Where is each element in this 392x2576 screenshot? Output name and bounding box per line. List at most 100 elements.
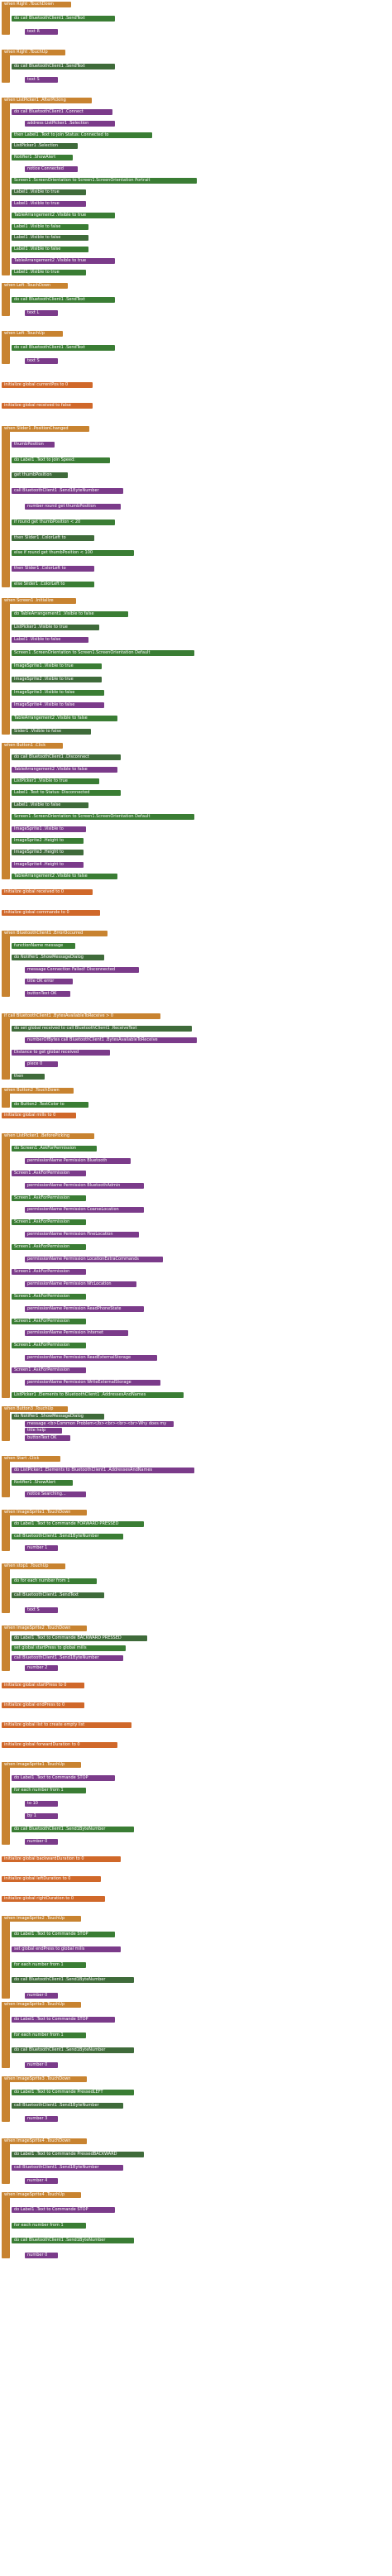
block-statement[interactable]: permissionName Permission ReadPhoneState: [25, 1306, 145, 1312]
block-statement[interactable]: do Label1 .Text to Commande PressedBACKW…: [12, 2152, 145, 2157]
block-header[interactable]: when BluetoothClient1 .ErrorOccurred: [2, 931, 108, 936]
event-block[interactable]: initialize global forwardDuration to 0: [2, 1742, 117, 1750]
block-statement[interactable]: Screen1 .AskForPermission: [12, 1319, 86, 1324]
block-statement[interactable]: permissionName Permission WriteExternalS…: [25, 1380, 160, 1386]
block-statement[interactable]: do call BluetoothClient1 .Send1ByteNumbe…: [12, 1977, 134, 1983]
block-statement[interactable]: Screen1 .AskForPermission: [12, 1244, 86, 1250]
block-statement[interactable]: Label1 .Visible to false: [12, 235, 89, 241]
block-statement[interactable]: Notifier1 .ShowAlert: [12, 1480, 73, 1486]
block-statement[interactable]: do call BluetoothClient1 .SendText: [12, 297, 116, 303]
block-statement[interactable]: number 3: [25, 2116, 58, 2122]
block-statement[interactable]: ListPicker1 .Visible to true: [12, 778, 99, 784]
block-statement[interactable]: do Label1 .Text to Commande STOP: [12, 2017, 116, 2023]
block-statement[interactable]: do call BluetoothClient1 .Send1ByteNumbe…: [12, 1827, 134, 1832]
block-statement[interactable]: do call BluetoothClient1 .SendText: [12, 345, 116, 351]
block-statement[interactable]: do call BluetoothClient1 .Connect: [12, 109, 112, 115]
event-block[interactable]: when Screen1 .Initialize do TableArrangem…: [2, 598, 250, 735]
event-block[interactable]: initialize global leftDuration to 0: [2, 1876, 101, 1884]
block-statement[interactable]: do Label1 .Text to Commande PressedLEFT: [12, 2090, 134, 2095]
event-block[interactable]: initialize global commande to 0: [2, 910, 101, 918]
block-header[interactable]: initialize global forwardDuration to 0: [2, 1742, 117, 1748]
block-statement[interactable]: Screen1 .AskForPermission: [12, 1195, 86, 1201]
block-statement[interactable]: permissionName Permission BluetoothAdmin: [25, 1183, 145, 1189]
event-block[interactable]: initialize global list to create empty l…: [2, 1722, 142, 1731]
block-statement[interactable]: for each number from 1: [12, 2223, 86, 2229]
block-header[interactable]: initialize global commande to 0: [2, 910, 100, 916]
block-statement[interactable]: message <b>Common Problem</b><br><br><br…: [25, 1421, 174, 1427]
event-block[interactable]: when Right .TouchUp do call BluetoothClie…: [2, 50, 134, 83]
event-block[interactable]: when Button2 .TouchDown do Button2 .TextC…: [2, 1088, 151, 1108]
block-statement[interactable]: number 1: [25, 1545, 58, 1551]
event-block[interactable]: when ImageSprite2 .TouchUp do Label1 .Tex…: [2, 1916, 208, 1999]
block-statement[interactable]: Label1 .Visible to false: [12, 637, 89, 643]
block-statement[interactable]: do ListPicker1 .Elements to BluetoothCli…: [12, 1468, 195, 1473]
block-statement[interactable]: for each number from 1: [12, 1962, 86, 1968]
block-statement[interactable]: buttonText OK: [25, 991, 70, 997]
block-statement[interactable]: TableArrangement2 .Visible to false: [12, 716, 118, 721]
block-header[interactable]: when Screen1 .Initialize: [2, 598, 76, 604]
block-statement[interactable]: text S: [25, 77, 58, 83]
block-statement[interactable]: ImageSprite4 .Visible to false: [12, 702, 105, 708]
block-statement[interactable]: notice Searching...: [25, 1491, 86, 1497]
event-block[interactable]: initialize global startPress to 0: [2, 1683, 84, 1691]
block-header[interactable]: when Left .TouchDown: [2, 283, 69, 289]
block-statement[interactable]: message Connection Failed! Disconnected: [25, 967, 139, 973]
block-statement[interactable]: Screen1 .AskForPermission: [12, 1171, 86, 1176]
block-statement[interactable]: call BluetoothClient1 .Send1ByteNumber: [12, 1655, 123, 1661]
block-statement[interactable]: do Label1 .Text to Commande FORWARD PRES…: [12, 1521, 145, 1527]
block-statement[interactable]: get thumbPosition: [12, 472, 68, 478]
block-statement[interactable]: then: [12, 1074, 45, 1080]
block-header[interactable]: when Button1 .Click: [2, 743, 63, 749]
block-statement[interactable]: Distance to get global received: [12, 1050, 110, 1056]
block-header[interactable]: initialize global endPress to 0: [2, 1702, 84, 1708]
block-header[interactable]: when stop1 .TouchUp: [2, 1563, 66, 1569]
block-statement[interactable]: Screen1 .AskForPermission: [12, 1367, 86, 1373]
block-statement[interactable]: number 0: [25, 1993, 58, 1999]
event-block[interactable]: when ImageSprite1 .TouchUp do Label1 .Tex…: [2, 1762, 208, 1845]
event-block[interactable]: when ImageSprite4 .TouchUp do Label1 .Tex…: [2, 2192, 200, 2258]
event-block[interactable]: initialize global received to false: [2, 403, 93, 411]
block-statement[interactable]: do Label1 .Text to Commande STOP: [12, 1775, 116, 1781]
block-statement[interactable]: then Slider1 .ColorLeft to: [12, 535, 94, 541]
block-header[interactable]: initialize global currentPos to 0: [2, 382, 93, 388]
block-statement[interactable]: Notifier1 .ShowAlert: [12, 155, 73, 160]
event-block[interactable]: when ListPicker1 .BeforePicking do Screen…: [2, 1133, 266, 1398]
block-statement[interactable]: do Label1 .Text to Commande STOP: [12, 2207, 116, 2213]
block-statement[interactable]: Label1 .Visible to false: [12, 224, 89, 230]
block-statement[interactable]: ImageSprite2 .Height to: [12, 838, 84, 844]
block-statement[interactable]: number 2: [25, 1665, 58, 1671]
block-statement[interactable]: do Notifier1 .ShowMessageDialog: [12, 1414, 105, 1420]
event-block[interactable]: when ImageSprite2 .TouchDown do Label1 .T…: [2, 1626, 250, 1671]
block-statement[interactable]: permissionName Permission FineLocation: [25, 1232, 139, 1238]
block-statement[interactable]: do call BluetoothClient1 .Send1ByteNumbe…: [12, 2238, 134, 2243]
block-statement[interactable]: Label1 .Visible to true: [12, 201, 86, 207]
block-statement[interactable]: ImageSprite3 .Height to: [12, 850, 84, 855]
block-header[interactable]: when ImageSprite2 .TouchUp: [2, 1916, 82, 1922]
block-statement[interactable]: permissionName Permission ReadExternalSt…: [25, 1355, 158, 1361]
event-block[interactable]: when ImageSprite3 .TouchUp do Label1 .Tex…: [2, 2002, 200, 2068]
event-block[interactable]: when Button1 .Click do call BluetoothClie…: [2, 743, 250, 879]
block-statement[interactable]: set global endPress to global mills: [12, 1946, 121, 1952]
event-block[interactable]: if call BluetoothClient1 .BytesAvailable…: [2, 1013, 390, 1080]
event-block[interactable]: when BluetoothClient1 .ErrorOccurred func…: [2, 931, 233, 997]
block-statement[interactable]: to 10: [25, 1801, 58, 1807]
block-statement[interactable]: number 4: [25, 2178, 58, 2184]
block-statement[interactable]: do TableArrangement1 .Visible to false: [12, 611, 129, 617]
block-statement[interactable]: call BluetoothClient1 .Send1ByteNumber: [12, 2165, 123, 2171]
block-statement[interactable]: call BluetoothClient1 .Send1ByteNumber: [12, 2103, 123, 2109]
block-statement[interactable]: Screen1 .ScreenOrientation to Screen1.Sc…: [12, 814, 195, 820]
block-statement[interactable]: ImageSprite1 .Visible to: [12, 826, 86, 832]
block-statement[interactable]: Label1 .Visible to true: [12, 270, 86, 275]
block-statement[interactable]: Label1 .Text to Status: Disconnected: [12, 790, 121, 796]
block-statement[interactable]: do Label1 .Text to Commande STOP: [12, 1932, 116, 1937]
block-statement[interactable]: for each number from 1: [12, 1788, 86, 1793]
block-statement[interactable]: do Label1 .Text to Commande BACKWARD PRE…: [12, 1635, 147, 1641]
block-statement[interactable]: address ListPicker1 .Selection: [25, 121, 116, 127]
event-block[interactable]: when Left .TouchUp do call BluetoothClien…: [2, 331, 134, 364]
event-block[interactable]: when ImageSprite4 .TouchDown do Label1 .T…: [2, 2138, 233, 2184]
block-header[interactable]: initialize global mills to 0: [2, 1113, 76, 1118]
block-header[interactable]: initialize global received to false: [2, 403, 93, 409]
block-header[interactable]: initialize global list to create empty l…: [2, 1722, 132, 1728]
block-statement[interactable]: Screen1 .AskForPermission: [12, 1269, 86, 1275]
block-statement[interactable]: call BluetoothClient1 .Send1ByteNumber: [12, 488, 123, 494]
